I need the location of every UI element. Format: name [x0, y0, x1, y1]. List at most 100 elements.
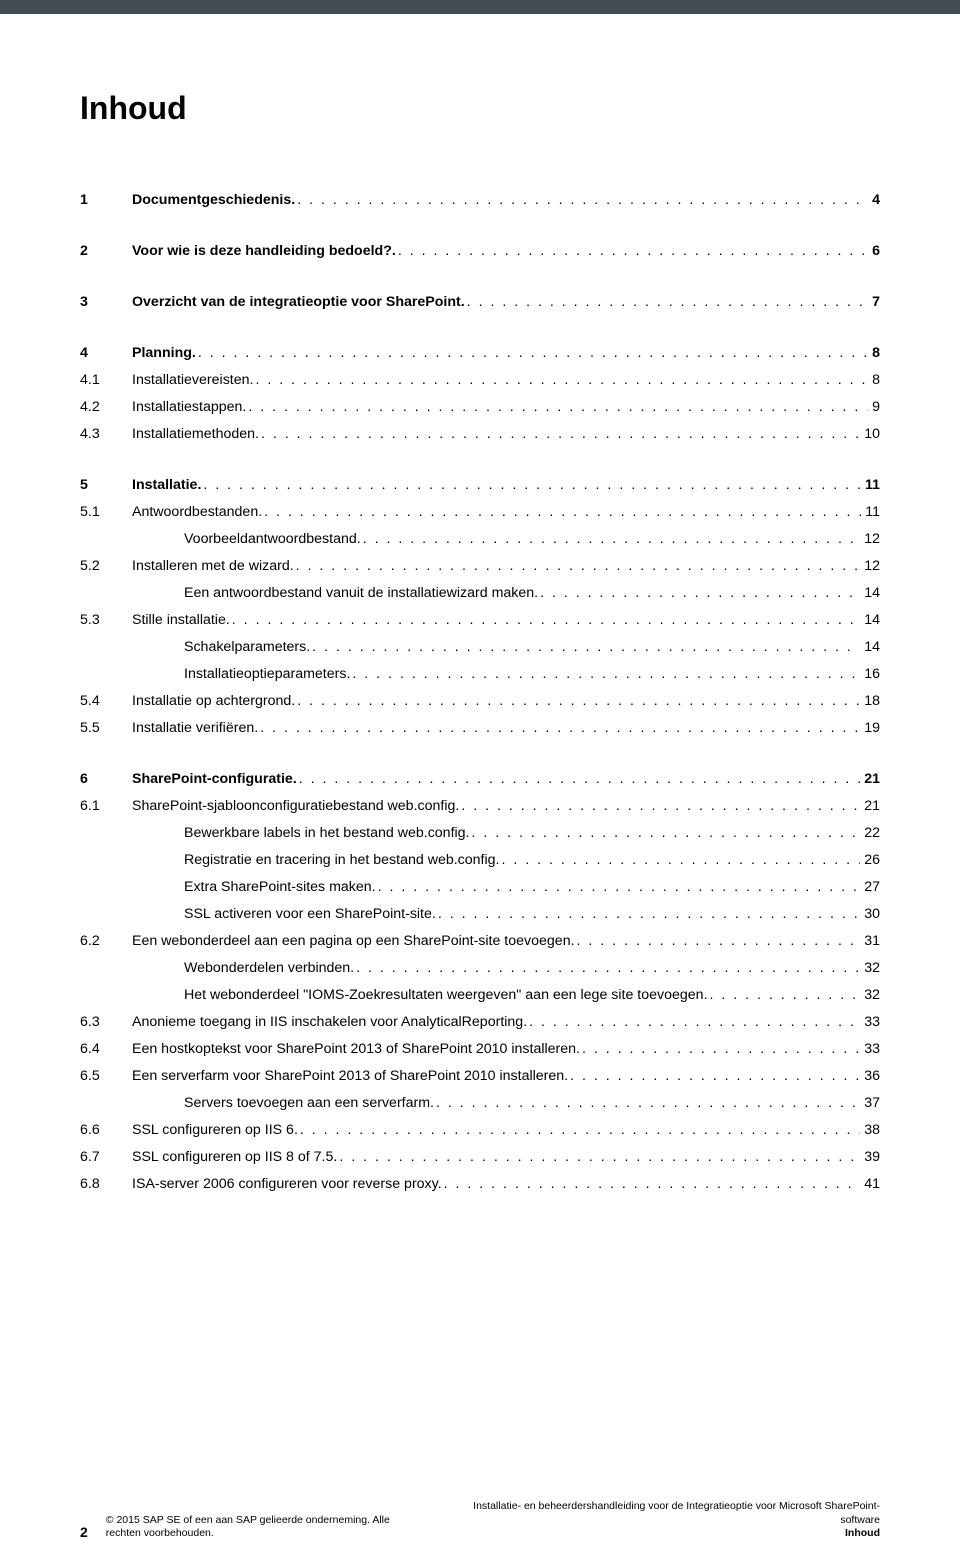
- toc-row[interactable]: Webonderdelen verbinden.32: [80, 955, 880, 982]
- toc-page: 41: [860, 1171, 880, 1198]
- toc-row[interactable]: 5.2Installeren met de wizard.12: [80, 553, 880, 580]
- toc-page: 12: [860, 553, 880, 580]
- footer-page-number: 2: [80, 1523, 88, 1541]
- toc-row[interactable]: 4.1Installatievereisten. 8: [80, 367, 880, 394]
- toc-row[interactable]: 5.3Stille installatie. 14: [80, 607, 880, 634]
- toc-label: Installatievereisten.: [132, 367, 255, 394]
- toc-number: 4.2: [80, 394, 132, 421]
- toc-row[interactable]: 4.3Installatiemethoden.10: [80, 421, 880, 448]
- toc-number: 5.3: [80, 607, 132, 634]
- toc-row[interactable]: 5Installatie.11: [80, 472, 880, 499]
- toc-page: 18: [860, 688, 880, 715]
- toc-row[interactable]: Het webonderdeel "IOMS-Zoekresultaten we…: [80, 982, 880, 1009]
- toc-label: Stille installatie.: [132, 607, 232, 634]
- toc-label: Registratie en tracering in het bestand …: [132, 847, 501, 874]
- toc-leader: [203, 472, 861, 499]
- toc-row[interactable]: 6.1SharePoint-sjabloonconfiguratiebestan…: [80, 793, 880, 820]
- toc-leader: [255, 367, 868, 394]
- toc-row[interactable]: 2Voor wie is deze handleiding bedoeld?.6: [80, 238, 880, 265]
- toc-row[interactable]: 6.6SSL configureren op IIS 6.38: [80, 1117, 880, 1144]
- toc-leader: [297, 187, 868, 214]
- toc-page: 14: [860, 607, 880, 634]
- toc-number: 6.3: [80, 1009, 132, 1036]
- toc-number: 4.1: [80, 367, 132, 394]
- toc-label: Bewerkbare labels in het bestand web.con…: [132, 820, 472, 847]
- toc-page: 7: [868, 289, 880, 316]
- toc-number: 4: [80, 340, 132, 367]
- toc-label: Installatiemethoden.: [132, 421, 261, 448]
- toc-row[interactable]: 5.1Antwoordbestanden.11: [80, 499, 880, 526]
- toc-row[interactable]: Extra SharePoint-sites maken.27: [80, 874, 880, 901]
- toc-row[interactable]: Bewerkbare labels in het bestand web.con…: [80, 820, 880, 847]
- page-title: Inhoud: [80, 0, 880, 187]
- toc-label: ISA-server 2006 configureren voor revers…: [132, 1171, 444, 1198]
- toc-leader: [312, 634, 860, 661]
- toc-leader: [232, 607, 860, 634]
- toc-label: SSL configureren op IIS 8 of 7.5.: [132, 1144, 339, 1171]
- toc-row[interactable]: 4Planning.8: [80, 340, 880, 367]
- toc-page: 8: [868, 340, 880, 367]
- footer-copyright-line2: rechten voorbehouden.: [106, 1527, 390, 1541]
- toc-row[interactable]: 6.3Anonieme toegang in IIS inschakelen v…: [80, 1009, 880, 1036]
- toc-leader: [472, 820, 861, 847]
- toc-leader: [356, 955, 860, 982]
- toc-leader: [710, 982, 861, 1009]
- toc-row[interactable]: 6.8ISA-server 2006 configureren voor rev…: [80, 1171, 880, 1198]
- toc-row[interactable]: 6.4Een hostkoptekst voor SharePoint 2013…: [80, 1036, 880, 1063]
- toc-row[interactable]: Een antwoordbestand vanuit de installati…: [80, 580, 880, 607]
- toc-row[interactable]: SSL activeren voor een SharePoint-site.3…: [80, 901, 880, 928]
- toc-label: Installatieoptieparameters.: [132, 661, 352, 688]
- toc-label: SharePoint-configuratie.: [132, 766, 299, 793]
- toc-row[interactable]: 6SharePoint-configuratie.21: [80, 766, 880, 793]
- toc-leader: [461, 793, 860, 820]
- toc-page: 12: [860, 526, 880, 553]
- toc-page: 33: [860, 1009, 880, 1036]
- toc-page: 33: [860, 1036, 880, 1063]
- toc-label: Overzicht van de integratieoptie voor Sh…: [132, 289, 467, 316]
- footer-copyright: © 2015 SAP SE of een aan SAP gelieerde o…: [106, 1514, 390, 1541]
- footer-doc-title-line2: software: [473, 1514, 880, 1528]
- toc-row[interactable]: Servers toevoegen aan een serverfarm.37: [80, 1090, 880, 1117]
- toc-label: Documentgeschiedenis.: [132, 187, 297, 214]
- toc-leader: [501, 847, 860, 874]
- toc-label: Antwoordbestanden.: [132, 499, 264, 526]
- toc-label: Installeren met de wizard.: [132, 553, 296, 580]
- toc-row[interactable]: 6.7SSL configureren op IIS 8 of 7.5.39: [80, 1144, 880, 1171]
- toc-row[interactable]: 5.4Installatie op achtergrond.18: [80, 688, 880, 715]
- toc-row[interactable]: 6.5Een serverfarm voor SharePoint 2013 o…: [80, 1063, 880, 1090]
- toc-leader: [296, 553, 861, 580]
- toc-label: Een hostkoptekst voor SharePoint 2013 of…: [132, 1036, 582, 1063]
- toc-page: 4: [868, 187, 880, 214]
- toc-leader: [363, 526, 861, 553]
- toc-row[interactable]: 6.2Een webonderdeel aan een pagina op ee…: [80, 928, 880, 955]
- toc-page: 38: [860, 1117, 880, 1144]
- toc-row[interactable]: 3Overzicht van de integratieoptie voor S…: [80, 289, 880, 316]
- toc-number: 1: [80, 187, 132, 214]
- toc-leader: [577, 928, 861, 955]
- toc-page: 32: [860, 982, 880, 1009]
- toc-row[interactable]: Registratie en tracering in het bestand …: [80, 847, 880, 874]
- toc-leader: [261, 421, 860, 448]
- toc-page: 14: [860, 580, 880, 607]
- toc-number: 5.5: [80, 715, 132, 742]
- toc-label: Webonderdelen verbinden.: [132, 955, 356, 982]
- toc-number: 6.4: [80, 1036, 132, 1063]
- toc-number: 2: [80, 238, 132, 265]
- toc-label: Voorbeeldantwoordbestand.: [132, 526, 363, 553]
- toc-row[interactable]: 4.2Installatiestappen.9: [80, 394, 880, 421]
- toc-page: 8: [868, 367, 880, 394]
- toc-leader: [300, 1117, 860, 1144]
- toc-row[interactable]: Voorbeeldantwoordbestand. 12: [80, 526, 880, 553]
- toc-label: Installatie.: [132, 472, 203, 499]
- footer-section-label: Inhoud: [473, 1527, 880, 1541]
- toc-label: Een antwoordbestand vanuit de installati…: [132, 580, 540, 607]
- toc-label: SSL configureren op IIS 6.: [132, 1117, 300, 1144]
- toc-section: 6SharePoint-configuratie.216.1SharePoint…: [80, 766, 880, 1198]
- toc-leader: [570, 1063, 860, 1090]
- footer-copyright-line1: © 2015 SAP SE of een aan SAP gelieerde o…: [106, 1514, 390, 1528]
- toc-row[interactable]: 1Documentgeschiedenis. 4: [80, 187, 880, 214]
- toc-row[interactable]: Schakelparameters.14: [80, 634, 880, 661]
- toc-label: Extra SharePoint-sites maken.: [132, 874, 378, 901]
- toc-row[interactable]: Installatieoptieparameters.16: [80, 661, 880, 688]
- toc-row[interactable]: 5.5Installatie verifiëren.19: [80, 715, 880, 742]
